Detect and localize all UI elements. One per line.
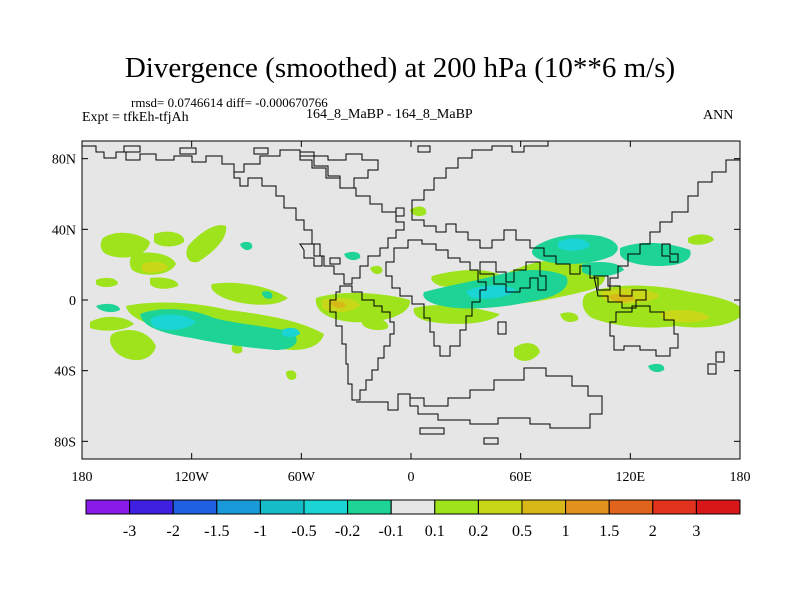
contour-fill-negative — [262, 291, 273, 299]
greenland-outline — [299, 151, 379, 189]
x-tick-label: 180 — [730, 470, 751, 485]
colorbar-label: 1.5 — [599, 523, 619, 540]
contour-fill-positive — [560, 312, 579, 322]
colorbar-label: 0.5 — [512, 523, 532, 540]
africa-outline — [385, 239, 487, 357]
x-tick-label: 180 — [72, 470, 93, 485]
colorbar-swatch — [85, 499, 131, 515]
contour-fill-negative — [344, 251, 361, 261]
se-asia-outline — [593, 275, 647, 309]
colorbar-label: -2 — [167, 523, 180, 540]
south-america-outline — [329, 285, 395, 401]
colorbar-label: -3 — [123, 523, 136, 540]
contour-fill-negative-strong — [558, 238, 590, 251]
colorbar-swatch — [434, 499, 479, 515]
contour-fill-negative — [240, 241, 253, 251]
contour-fill-negative — [582, 262, 624, 277]
x-tick-label: 120W — [175, 470, 210, 485]
colorbar-label: -0.2 — [335, 523, 360, 540]
contour-fill-positive-strong — [660, 310, 710, 323]
contour-fill-positive-strong — [142, 261, 168, 273]
colorbar-swatch — [477, 499, 523, 515]
colorbar-label: -0.5 — [291, 523, 316, 540]
colorbar-labels: -3 -2 -1.5 -1 -0.5 -0.2 -0.1 0.1 0.2 0.5 1 1.5 2 3 — [123, 523, 700, 540]
contour-fill-positive — [688, 234, 714, 245]
contour-fill-positive — [362, 317, 389, 331]
contour-fill-positive — [413, 305, 500, 324]
colorbar-swatch — [608, 499, 654, 515]
y-tick-label: 80N — [52, 153, 76, 168]
colorbar-swatch — [129, 499, 174, 515]
colorbar-swatch — [565, 499, 610, 515]
antarctica-outline — [356, 367, 603, 445]
colorbar-label: 0.1 — [425, 523, 445, 540]
contour-fill-positive — [100, 232, 150, 258]
colorbar-label: -1.5 — [204, 523, 229, 540]
colorbar-swatch — [303, 499, 349, 515]
colorbar-swatch — [347, 499, 392, 515]
colorbar-label: -1 — [254, 523, 267, 540]
contour-fill-positive — [90, 316, 134, 331]
contour-fill-positive-strong — [330, 301, 346, 309]
arctic-islands-outline — [123, 145, 431, 155]
colorbar-label: 2 — [649, 523, 657, 540]
australia-outline — [609, 305, 679, 357]
x-tick-label: 120E — [616, 470, 646, 485]
central-america-outline — [299, 243, 341, 267]
colorbar-label: 3 — [692, 523, 700, 540]
colorbar-swatch — [216, 499, 261, 515]
contour-fill-positive — [186, 225, 227, 263]
contour-fill-negative-strong — [282, 327, 300, 337]
colorbar-swatch — [390, 499, 436, 515]
japan-outline — [661, 243, 679, 263]
colorbar-swatch — [259, 499, 305, 515]
contour-fill-negative — [96, 303, 120, 313]
colorbar-swatch — [172, 499, 218, 515]
latitude-labels: 80N 40N 0 40S 80S — [52, 153, 76, 451]
rmsd-diff-stats: rmsd= 0.0746614 diff= -0.000670766 — [131, 95, 328, 110]
contour-fill-negative — [620, 242, 691, 266]
cases-label: 164_8_MaBP - 164_8_MaBP — [306, 107, 473, 122]
colorbar-swatch — [695, 499, 741, 515]
y-tick-label: 40S — [54, 365, 76, 380]
contour-fill-positive — [110, 330, 156, 361]
colorbar — [85, 499, 741, 515]
contour-fill-positive — [370, 265, 383, 275]
uk-outline — [395, 207, 405, 217]
x-tick-label: 0 — [408, 470, 415, 485]
arabia-india-outline — [479, 261, 547, 293]
map-ticks — [81, 141, 741, 459]
longitude-labels: 180 120W 60W 0 60E 120E 180 — [72, 470, 751, 485]
contour-fill-positive — [150, 277, 179, 289]
contour-fill-negative-strong — [466, 285, 516, 299]
colorbar-label: 0.2 — [468, 523, 488, 540]
colorbar-label: 1 — [562, 523, 570, 540]
contour-fill-positive — [211, 282, 288, 305]
contour-fill-negative — [648, 363, 665, 373]
y-tick-label: 80S — [54, 435, 76, 450]
contour-fill-positive — [231, 344, 243, 354]
y-tick-label: 0 — [69, 294, 76, 309]
madagascar-outline — [497, 321, 507, 335]
new-zealand-outline — [707, 351, 725, 375]
contour-fill-positive — [96, 277, 118, 287]
contour-fill-positive — [286, 370, 297, 380]
contour-fill-positive — [514, 343, 540, 361]
season-label: ANN — [703, 108, 734, 123]
colorbar-swatch — [652, 499, 697, 515]
divergence-contour-fills — [90, 206, 740, 380]
contour-fill-positive — [154, 231, 185, 247]
colorbar-label: -0.1 — [379, 523, 404, 540]
x-tick-label: 60W — [288, 470, 316, 485]
contour-fill-negative-strong — [150, 314, 196, 330]
colorbar-swatch — [521, 499, 567, 515]
experiment-label: Expt = tfkEh-tfjAh — [82, 110, 189, 125]
coastlines — [82, 141, 740, 445]
x-tick-label: 60E — [509, 470, 532, 485]
y-tick-label: 40N — [52, 223, 76, 238]
eurasia-outline — [411, 141, 740, 291]
plot-title: Divergence (smoothed) at 200 hPa (10**6 … — [124, 52, 676, 84]
contour-fill-positive — [410, 206, 427, 217]
